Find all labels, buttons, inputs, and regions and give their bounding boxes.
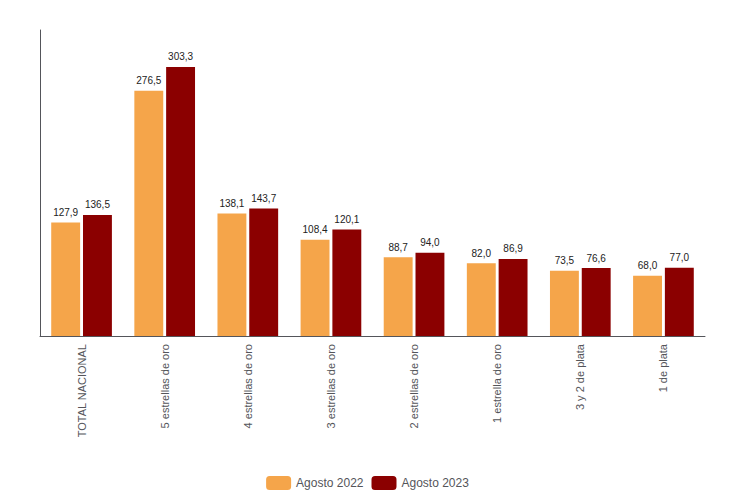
svg-text:76,6: 76,6 bbox=[586, 253, 606, 264]
svg-text:TOTAL NACIONAL: TOTAL NACIONAL bbox=[76, 344, 88, 437]
svg-text:88,7: 88,7 bbox=[388, 242, 408, 253]
svg-text:77,0: 77,0 bbox=[670, 252, 690, 263]
svg-text:5 estrellas de oro: 5 estrellas de oro bbox=[159, 344, 171, 428]
svg-text:108,4: 108,4 bbox=[303, 224, 328, 235]
svg-text:68,0: 68,0 bbox=[638, 260, 658, 271]
svg-text:1 estrella de oro: 1 estrella de oro bbox=[491, 344, 503, 423]
svg-text:127,9: 127,9 bbox=[53, 207, 78, 218]
svg-text:3 estrellas de oro: 3 estrellas de oro bbox=[325, 344, 337, 428]
svg-text:Agosto 2022: Agosto 2022 bbox=[296, 476, 364, 490]
svg-text:143,7: 143,7 bbox=[251, 193, 276, 204]
svg-text:86,9: 86,9 bbox=[503, 243, 523, 254]
svg-text:94,0: 94,0 bbox=[420, 237, 440, 248]
svg-text:4 estrellas de oro: 4 estrellas de oro bbox=[242, 344, 254, 428]
svg-text:73,5: 73,5 bbox=[555, 255, 575, 266]
svg-text:138,1: 138,1 bbox=[219, 198, 244, 209]
svg-text:82,0: 82,0 bbox=[472, 248, 492, 259]
svg-text:120,1: 120,1 bbox=[334, 214, 359, 225]
svg-text:136,5: 136,5 bbox=[85, 199, 110, 210]
svg-text:Agosto 2023: Agosto 2023 bbox=[402, 476, 470, 490]
svg-text:1 de plata: 1 de plata bbox=[657, 343, 669, 392]
svg-text:2 estrellas de oro: 2 estrellas de oro bbox=[408, 344, 420, 428]
svg-text:3 y 2 de plata: 3 y 2 de plata bbox=[574, 343, 586, 410]
svg-text:303,3: 303,3 bbox=[168, 51, 193, 62]
svg-text:276,5: 276,5 bbox=[136, 75, 161, 86]
